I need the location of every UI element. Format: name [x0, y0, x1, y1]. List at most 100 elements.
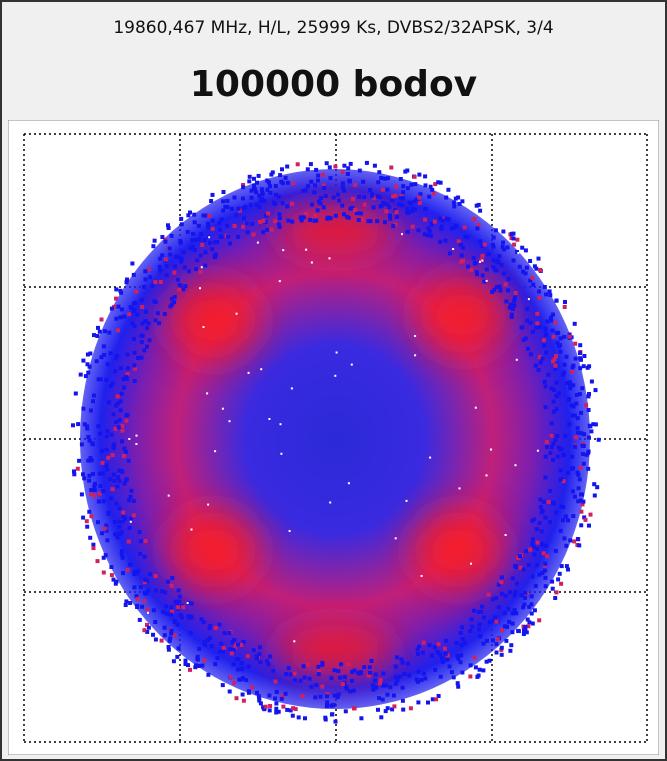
- speckle-dot: [512, 593, 517, 598]
- speckle-dot: [245, 230, 250, 235]
- speckle-dot: [106, 400, 111, 405]
- speckle-dot: [90, 488, 95, 493]
- speckle-dot: [148, 572, 153, 577]
- speckle-dot: [559, 504, 564, 509]
- speckle-dot: [480, 273, 485, 278]
- speckle-dot: [540, 356, 545, 361]
- speckle-dot: [232, 195, 237, 200]
- cluster: [418, 275, 508, 355]
- speckle-dot: [426, 700, 430, 705]
- speckle-dot: [538, 355, 542, 360]
- speckle-dot: [152, 299, 157, 304]
- speckle-dot: [577, 543, 582, 548]
- speckle-dot: [373, 678, 378, 683]
- speckle-dot: [508, 648, 513, 653]
- speckle-dot: [143, 577, 148, 582]
- speckle-dot: [407, 673, 412, 678]
- speckle-dot: [494, 642, 499, 647]
- speckle-dot: [393, 664, 398, 669]
- speckle-dot: [167, 638, 172, 643]
- speckle-dot: [145, 326, 149, 331]
- speckle-dot: [381, 671, 386, 676]
- speckle-dot: [244, 678, 249, 682]
- speckle-dot: [574, 401, 579, 406]
- speckle-dot: [336, 669, 341, 674]
- speckle-dot: [214, 450, 217, 453]
- speckle-dot: [181, 287, 186, 292]
- speckle-dot: [429, 456, 432, 459]
- speckle-dot: [459, 643, 464, 648]
- speckle-dot: [470, 624, 475, 629]
- speckle-dot: [554, 380, 559, 385]
- speckle-dot: [580, 502, 585, 507]
- speckle-dot: [476, 610, 481, 614]
- speckle-dot: [572, 321, 577, 326]
- speckle-dot: [537, 618, 542, 623]
- speckle-dot: [515, 581, 519, 586]
- speckle-dot: [290, 201, 294, 206]
- speckle-dot: [357, 194, 362, 199]
- speckle-dot: [372, 195, 377, 200]
- speckle-dot: [121, 571, 125, 576]
- speckle-dot: [459, 253, 464, 258]
- speckle-dot: [179, 615, 184, 620]
- speckle-dot: [142, 580, 147, 585]
- speckle-dot: [490, 289, 495, 294]
- speckle-dot: [100, 448, 105, 453]
- speckle-dot: [125, 372, 130, 377]
- speckle-dot: [453, 196, 458, 201]
- speckle-dot: [273, 184, 278, 188]
- speckle-dot: [555, 340, 560, 345]
- speckle-dot: [175, 277, 180, 282]
- speckle-dot: [321, 205, 326, 210]
- speckle-dot: [377, 195, 382, 200]
- speckle-dot: [523, 271, 528, 276]
- speckle-dot: [166, 223, 170, 228]
- speckle-dot: [575, 430, 580, 435]
- speckle-dot: [170, 609, 175, 614]
- speckle-dot: [550, 579, 555, 584]
- speckle-dot: [579, 509, 584, 514]
- speckle-dot: [484, 638, 489, 643]
- speckle-dot: [491, 258, 496, 263]
- speckle-dot: [581, 461, 586, 466]
- speckle-dot: [258, 198, 263, 203]
- speckle-dot: [105, 467, 110, 472]
- speckle-dot: [470, 562, 472, 565]
- speckle-dot: [430, 653, 434, 658]
- speckle-dot: [86, 370, 91, 375]
- speckle-dot: [496, 582, 501, 587]
- speckle-dot: [385, 187, 390, 192]
- speckle-dot: [333, 164, 338, 169]
- speckle-dot: [561, 518, 565, 523]
- speckle-dot: [118, 408, 123, 413]
- speckle-dot: [356, 218, 361, 222]
- speckle-dot: [159, 589, 164, 594]
- speckle-dot: [127, 312, 132, 317]
- speckle-dot: [335, 192, 340, 197]
- speckle-dot: [235, 312, 238, 315]
- speckle-dot: [537, 521, 542, 525]
- speckle-dot: [209, 199, 214, 203]
- speckle-dot: [255, 656, 259, 661]
- speckle-dot: [553, 321, 558, 325]
- speckle-dot: [257, 193, 262, 198]
- speckle-dot: [449, 226, 454, 231]
- speckle-dot: [561, 372, 566, 377]
- speckle-dot: [115, 484, 120, 489]
- speckle-dot: [202, 326, 205, 328]
- cluster: [275, 205, 395, 255]
- speckle-dot: [392, 704, 397, 709]
- speckle-dot: [390, 707, 395, 712]
- speckle-dot: [279, 423, 282, 426]
- speckle-dot: [443, 238, 448, 243]
- speckle-dot: [430, 697, 435, 702]
- speckle-dot: [119, 552, 124, 557]
- speckle-dot: [469, 267, 474, 272]
- speckle-dot: [85, 424, 90, 429]
- speckle-dot: [541, 338, 546, 343]
- speckle-dot: [143, 277, 148, 282]
- speckle-dot: [440, 659, 445, 664]
- speckle-dot: [525, 318, 530, 323]
- speckle-dot: [592, 482, 597, 487]
